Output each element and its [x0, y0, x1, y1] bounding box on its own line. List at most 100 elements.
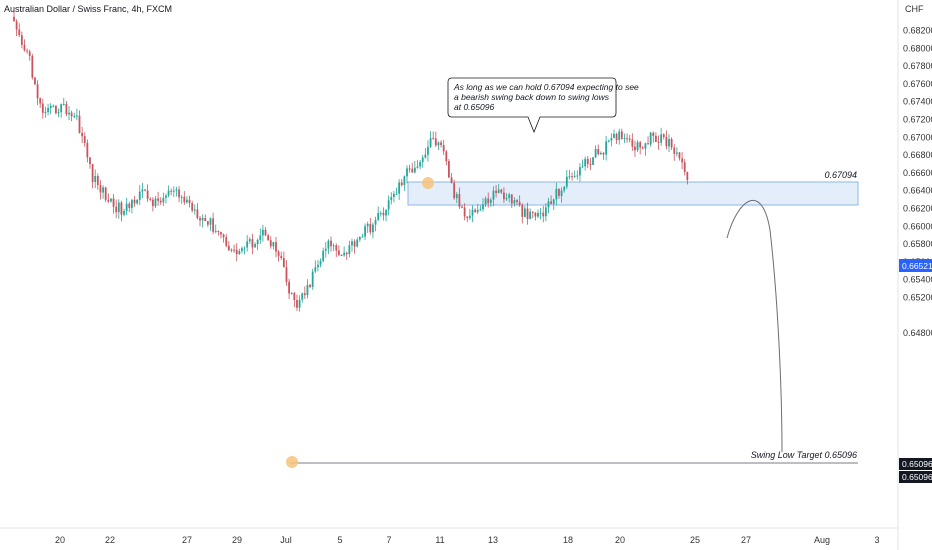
- candle: [356, 237, 359, 248]
- candle: [489, 197, 492, 207]
- candle: [57, 108, 60, 118]
- candle: [683, 158, 686, 176]
- candle: [52, 104, 55, 108]
- candle: [589, 158, 592, 171]
- candle: [445, 150, 448, 166]
- candle: [351, 238, 353, 252]
- candle: [421, 154, 424, 168]
- candle: [28, 49, 31, 61]
- candle: [547, 197, 550, 214]
- candle: [586, 155, 589, 169]
- candle: [503, 187, 505, 203]
- candle: [655, 132, 657, 143]
- candle: [623, 133, 626, 143]
- candle: [424, 148, 427, 159]
- x-tick-label: 29: [232, 535, 242, 545]
- candle: [324, 242, 327, 258]
- x-tick-label: 20: [615, 535, 625, 545]
- candle: [539, 207, 542, 220]
- candle: [675, 147, 678, 157]
- candle: [55, 105, 57, 115]
- candle: [419, 159, 421, 170]
- candle: [345, 251, 348, 260]
- candle: [107, 193, 110, 203]
- x-tick-label: 13: [488, 535, 498, 545]
- x-tick-label: Aug: [814, 535, 830, 545]
- candle: [340, 254, 343, 256]
- resistance-zone[interactable]: [407, 181, 859, 206]
- candle: [628, 135, 631, 143]
- candle: [492, 186, 495, 207]
- currency-label: CHF: [905, 4, 924, 14]
- candle: [432, 131, 435, 140]
- candle: [581, 159, 584, 169]
- candle: [235, 243, 238, 262]
- candle: [120, 200, 123, 222]
- candle: [353, 239, 356, 254]
- candle: [172, 186, 175, 197]
- candle: [343, 246, 346, 257]
- candle: [34, 76, 36, 85]
- candle: [254, 242, 256, 248]
- candle: [165, 193, 167, 204]
- candle: [298, 295, 301, 312]
- candle: [209, 217, 212, 231]
- candle: [453, 179, 456, 200]
- candle: [387, 195, 390, 216]
- candle: [579, 163, 581, 182]
- candle: [495, 185, 497, 198]
- candle: [290, 292, 293, 295]
- candle: [117, 199, 120, 219]
- candle: [636, 140, 639, 153]
- chart-title: Australian Dollar / Swiss Franc, 4h, FXC…: [4, 4, 172, 14]
- candle: [62, 97, 65, 106]
- candle: [13, 9, 15, 22]
- candle: [212, 212, 215, 235]
- candle: [497, 184, 500, 194]
- candle: [133, 196, 136, 207]
- candle: [248, 237, 251, 245]
- candle: [264, 227, 267, 237]
- candle: [217, 230, 220, 236]
- candle: [592, 156, 594, 165]
- candle: [508, 192, 511, 203]
- candle: [220, 231, 222, 239]
- candle: [131, 198, 133, 214]
- candle: [296, 294, 298, 311]
- candle: [68, 106, 70, 121]
- candle: [647, 136, 649, 145]
- candle: [555, 182, 558, 206]
- candle: [183, 191, 186, 206]
- candle: [482, 198, 484, 212]
- candle: [631, 133, 634, 151]
- time-axis[interactable]: 20 22 27 29 Jul 5 7 11 13 18 20 25 27 Aug 3: [55, 535, 880, 545]
- projected-path-curve: [726, 199, 783, 453]
- candle: [529, 208, 532, 220]
- candle: [639, 140, 642, 155]
- candle: [206, 220, 209, 228]
- candle: [377, 206, 380, 221]
- candle: [605, 135, 608, 161]
- candle: [269, 236, 272, 249]
- candle: [660, 127, 663, 146]
- candle: [678, 151, 681, 161]
- candle: [531, 211, 534, 219]
- candle: [552, 198, 555, 210]
- candle: [437, 141, 440, 150]
- candle: [204, 214, 207, 222]
- candle: [282, 251, 285, 268]
- candle: [403, 175, 406, 191]
- candle: [448, 159, 450, 179]
- candle: [358, 236, 361, 243]
- candle: [319, 258, 322, 268]
- candle: [563, 186, 566, 193]
- candle: [178, 186, 180, 203]
- candle: [41, 98, 44, 119]
- candle: [335, 243, 338, 258]
